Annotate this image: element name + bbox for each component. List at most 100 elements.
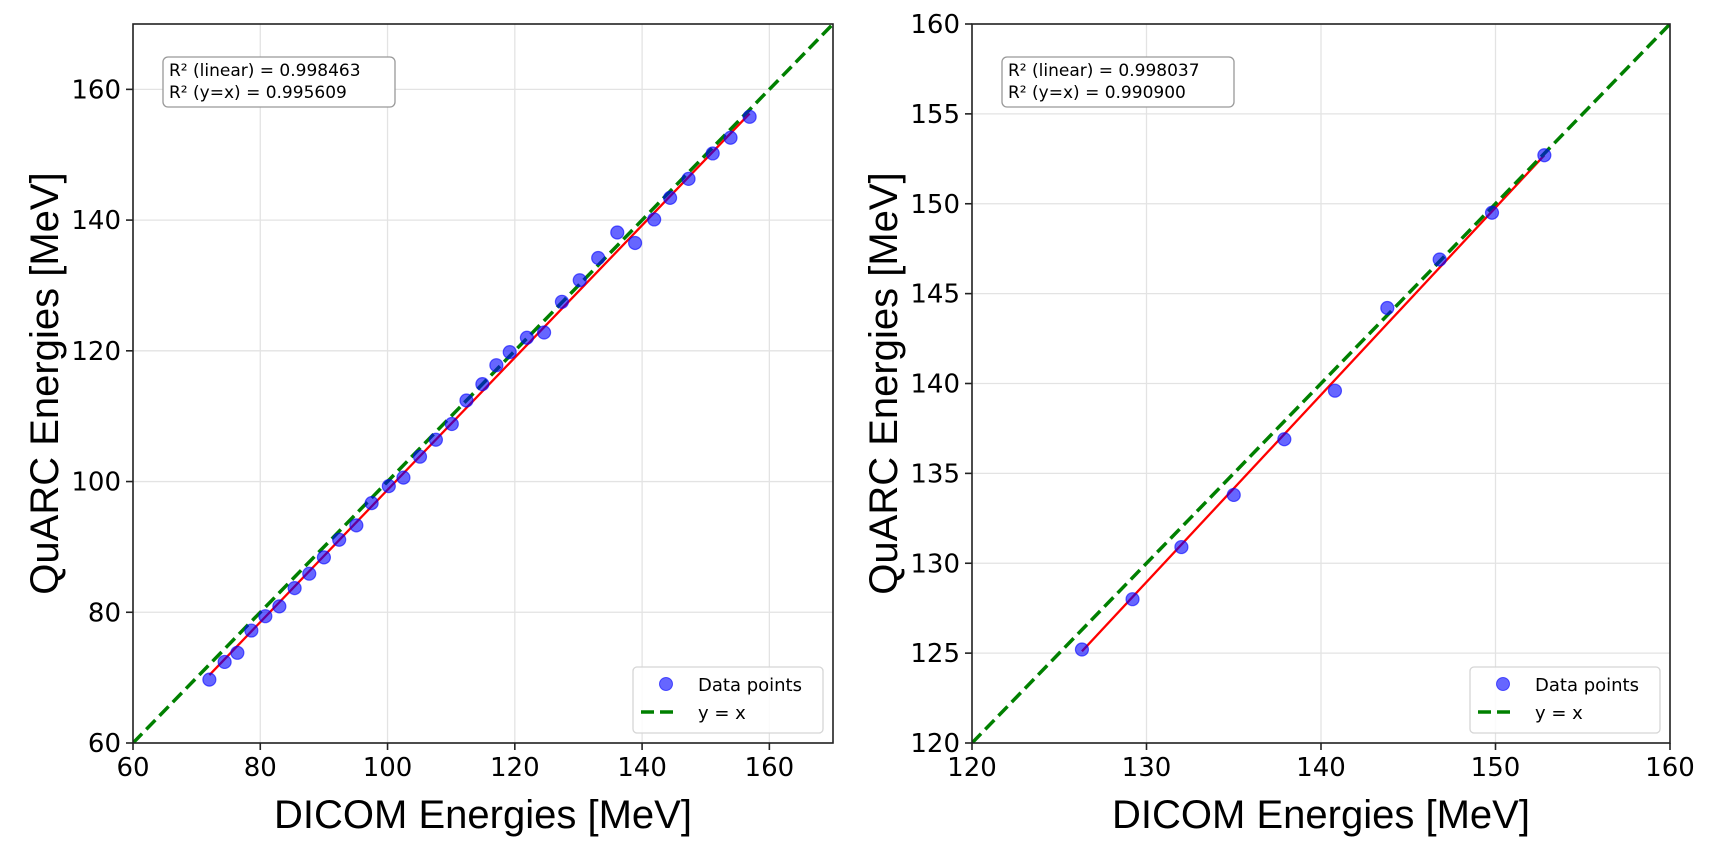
x-tick-label: 160 bbox=[1645, 753, 1695, 783]
legend-frame bbox=[632, 666, 824, 734]
plot-area bbox=[133, 24, 833, 743]
data-point bbox=[1174, 539, 1189, 555]
data-point bbox=[230, 645, 245, 660]
y-tick-label: 160 bbox=[910, 10, 960, 40]
right-panel: 120 130 140 150 160 120 125 130 135 140 145 150 155 1… bbox=[862, 10, 1695, 837]
stats-box-frame bbox=[162, 56, 396, 108]
linear-fit-line bbox=[1081, 154, 1546, 653]
data-point bbox=[1537, 148, 1552, 163]
y-tick-label: 150 bbox=[910, 190, 960, 220]
y-axis-label: QuARC Energies [MeV] bbox=[23, 172, 67, 594]
legend: Data points y = x bbox=[632, 666, 824, 734]
data-point bbox=[396, 470, 411, 485]
data-point bbox=[475, 377, 490, 392]
x-axis-label: DICOM Energies [MeV] bbox=[274, 793, 692, 837]
x-tick-label: 120 bbox=[947, 753, 997, 783]
data-point bbox=[364, 496, 379, 511]
y-tick-label: 125 bbox=[910, 639, 960, 669]
data-point bbox=[1432, 252, 1447, 267]
y-tick-label: 145 bbox=[910, 280, 960, 310]
y-axis-label: QuARC Energies [MeV] bbox=[862, 172, 906, 594]
x-tick-label: 100 bbox=[363, 753, 413, 783]
legend: Data points y = x bbox=[1469, 666, 1661, 734]
y-tick-label: 100 bbox=[71, 468, 121, 498]
data-point bbox=[1327, 383, 1343, 398]
data-point bbox=[444, 416, 459, 432]
data-point bbox=[1380, 300, 1395, 316]
legend-label-data-points: Data points bbox=[1535, 675, 1639, 696]
y-tick-label: 160 bbox=[71, 75, 121, 105]
axes-frame bbox=[132, 23, 834, 744]
data-point bbox=[681, 171, 696, 187]
data-point bbox=[519, 330, 535, 345]
data-point bbox=[1277, 432, 1292, 447]
y-tick-label: 140 bbox=[71, 206, 121, 236]
data-point bbox=[428, 432, 444, 447]
data-point bbox=[627, 235, 643, 251]
data-point bbox=[244, 623, 259, 638]
data-point bbox=[459, 393, 474, 408]
legend-marker-data-points bbox=[659, 677, 673, 691]
legend-label-data-points: Data points bbox=[698, 675, 802, 696]
stats-line: R² (y=x) = 0.995609 bbox=[169, 83, 347, 103]
linear-fit-line bbox=[208, 112, 751, 676]
data-point bbox=[723, 130, 738, 145]
data-point bbox=[1074, 642, 1090, 657]
data-point bbox=[287, 580, 302, 596]
data-point bbox=[202, 672, 217, 687]
legend-label-identity-line: y = x bbox=[698, 703, 746, 724]
identity-line bbox=[972, 24, 1670, 743]
legend-marker-data-points bbox=[1496, 677, 1510, 691]
legend-label-identity-line: y = x bbox=[1535, 703, 1583, 724]
data-point bbox=[610, 225, 625, 240]
data-point bbox=[489, 358, 504, 373]
x-tick-label: 120 bbox=[490, 753, 540, 783]
x-tick-label: 60 bbox=[116, 753, 149, 783]
data-point bbox=[217, 654, 232, 670]
data-point bbox=[742, 109, 757, 124]
data-point bbox=[316, 550, 332, 565]
data-point bbox=[258, 609, 273, 624]
data-point bbox=[1125, 592, 1140, 607]
data-point bbox=[502, 345, 517, 360]
x-tick-label: 150 bbox=[1471, 753, 1521, 783]
stats-line: R² (linear) = 0.998037 bbox=[1008, 61, 1200, 81]
data-point bbox=[381, 479, 396, 494]
y-tick-label: 155 bbox=[910, 100, 960, 130]
y-tick-label: 140 bbox=[910, 370, 960, 400]
data-point bbox=[1226, 487, 1241, 503]
x-tick-label: 80 bbox=[244, 753, 277, 783]
data-point bbox=[302, 566, 317, 581]
data-point bbox=[572, 273, 587, 288]
plot-area bbox=[972, 24, 1670, 743]
left-panel: 60 80 100 120 140 160 60 80 100 120 140 160 DICOM En… bbox=[23, 23, 834, 837]
y-tick-label: 130 bbox=[910, 549, 960, 579]
stats-line: R² (y=x) = 0.990900 bbox=[1008, 83, 1186, 103]
y-tick-label: 60 bbox=[88, 729, 121, 759]
data-point bbox=[332, 532, 347, 547]
x-axis-label: DICOM Energies [MeV] bbox=[1112, 793, 1530, 837]
x-tick-label: 140 bbox=[617, 753, 667, 783]
y-tick-label: 120 bbox=[71, 337, 121, 367]
data-point bbox=[647, 212, 662, 227]
data-point bbox=[554, 294, 570, 309]
x-tick-label: 140 bbox=[1296, 753, 1346, 783]
data-point bbox=[1484, 205, 1500, 220]
data-point bbox=[536, 325, 552, 340]
data-point bbox=[591, 250, 606, 266]
y-tick-label: 135 bbox=[910, 459, 960, 489]
data-point bbox=[272, 599, 287, 614]
stats-line: R² (linear) = 0.998463 bbox=[169, 61, 361, 81]
legend-frame bbox=[1469, 666, 1661, 734]
x-tick-label: 160 bbox=[745, 753, 795, 783]
x-tick-label: 130 bbox=[1122, 753, 1172, 783]
stats-box-frame bbox=[1001, 56, 1235, 108]
y-tick-label: 120 bbox=[910, 729, 960, 759]
data-point bbox=[705, 146, 720, 161]
data-point bbox=[662, 190, 678, 205]
y-tick-label: 80 bbox=[88, 598, 121, 628]
data-point bbox=[412, 449, 428, 464]
